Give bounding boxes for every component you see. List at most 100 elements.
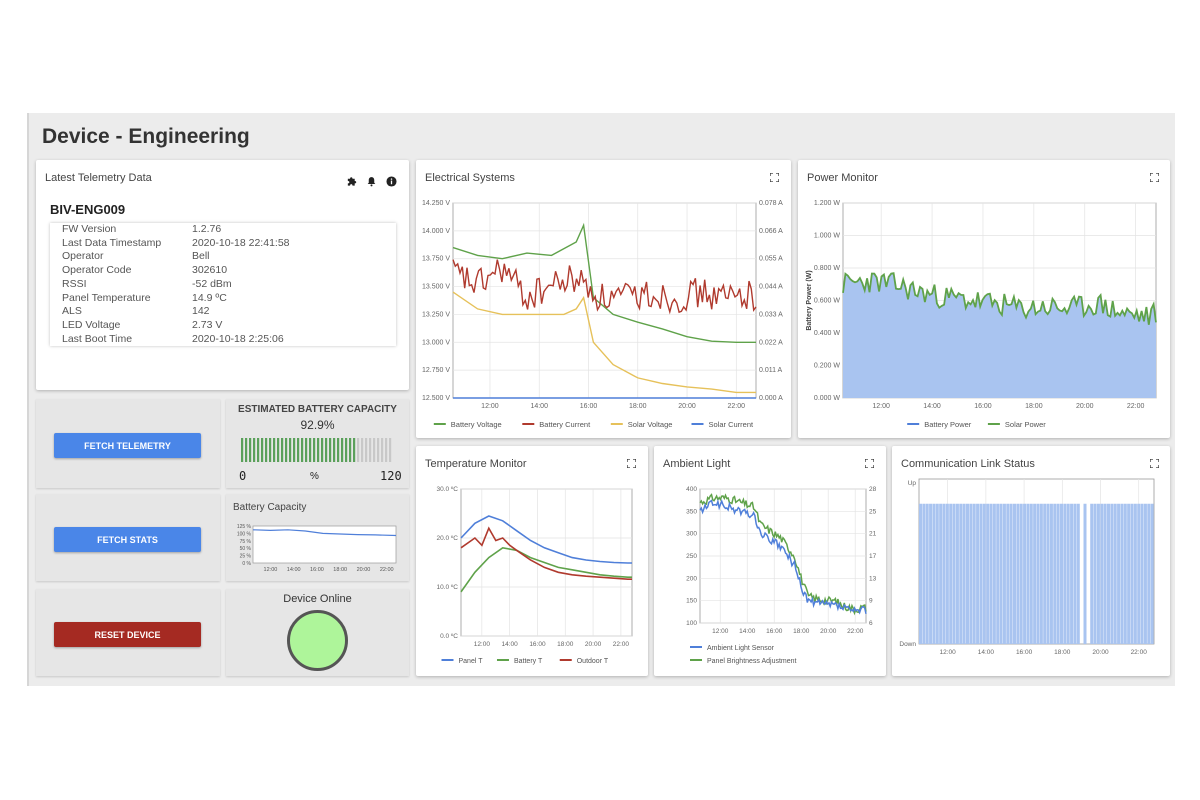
link-status-bar [989, 503, 993, 644]
x-tick-label: 18:00 [333, 567, 347, 573]
battery-gauge-max: 120 [380, 469, 402, 483]
x-tick-label: 18:00 [1054, 649, 1071, 656]
plot-frame [252, 525, 397, 564]
y-tick-label-right: 9 [869, 598, 873, 605]
gauge-segment [377, 438, 380, 462]
gauge-segment [353, 438, 356, 462]
link-status-bar [1140, 503, 1144, 644]
link-status-bar [1083, 503, 1087, 644]
telemetry-value: -52 dBm [192, 277, 232, 290]
link-status-bar [959, 503, 963, 644]
gauge-segment [365, 438, 368, 462]
telemetry-card-title: Latest Telemetry Data [45, 172, 152, 184]
y-tick-label: 12.500 V [422, 395, 450, 402]
y-tick-label-right: 0.000 A [759, 395, 783, 402]
x-tick-label: 18:00 [557, 641, 574, 648]
link-status-bar [942, 503, 946, 644]
x-tick-label: 12:00 [940, 649, 957, 656]
fetch-stats-button[interactable]: FETCH STATS [54, 527, 201, 552]
link-status-bar [1113, 503, 1117, 644]
x-tick-label: 14:00 [739, 628, 756, 635]
link-status-bar [1096, 503, 1100, 644]
gauge-segment [257, 438, 260, 462]
telemetry-row: ALS 142 [50, 305, 396, 319]
dashboard: Device - Engineering Latest Telemetry Da… [27, 113, 1175, 686]
gauge-segment [309, 438, 312, 462]
device-online-title: Device Online [283, 593, 352, 605]
link-status-bar [1006, 503, 1010, 644]
link-status-bar [969, 503, 973, 644]
y-tick-label: 0.200 W [814, 363, 840, 370]
y-tick-label-right: 0.011 A [759, 367, 783, 374]
solar-power-line [842, 272, 1157, 325]
link-status-bar [986, 503, 990, 644]
link-status-bar [945, 503, 949, 644]
link-status-bar [1043, 503, 1047, 644]
link-status-bar [1110, 503, 1114, 644]
link-status-bar [982, 503, 986, 644]
gauge-segment [245, 438, 248, 462]
x-tick-label: 22:00 [380, 567, 394, 573]
battery-gauge-value: 92.9% [300, 418, 335, 432]
link-status-bar [1120, 503, 1124, 644]
puzzle-icon[interactable] [346, 176, 357, 187]
link-status-bar [1013, 503, 1017, 644]
y-tick-label: 13.000 V [422, 339, 450, 346]
y-tick-label: 10.0 ºC [436, 584, 458, 591]
y-tick-label: 350 [686, 508, 697, 515]
x-tick-label: 14:00 [502, 641, 519, 648]
y-tick-label-right: 17 [869, 553, 877, 560]
gauge-segment [341, 438, 344, 462]
battery-gauge-title: ESTIMATED BATTERY CAPACITY [238, 404, 397, 415]
series-line [460, 515, 632, 564]
y-axis-label: Battery Power (W) [806, 270, 813, 330]
x-tick-label: 14:00 [978, 649, 995, 656]
x-tick-label: 20:00 [585, 641, 602, 648]
x-tick-label: 20:00 [1092, 649, 1109, 656]
reset-device-panel: RESET DEVICE [36, 589, 220, 676]
gauge-segment [369, 438, 372, 462]
link-status-bar [1053, 503, 1057, 644]
y-tick-label-right: 0.022 A [759, 339, 783, 346]
y-tick-label: 0.0 ºC [440, 633, 458, 640]
link-status-bar [1117, 503, 1121, 644]
telemetry-label: Operator [62, 250, 104, 263]
gauge-segment [293, 438, 296, 462]
telemetry-row: Panel Temperature 14.9 ºC [50, 292, 396, 306]
link-status-bar [1147, 503, 1151, 644]
battery-capacity-title: Battery Capacity [233, 502, 307, 513]
gauge-segment [277, 438, 280, 462]
x-tick-label: 16:00 [974, 403, 992, 410]
telemetry-value: 142 [192, 305, 210, 318]
legend-label: Ambient Light Sensor [707, 645, 775, 652]
battery-gauge-panel: ESTIMATED BATTERY CAPACITY 92.9% 0 % 120 [226, 399, 409, 488]
power-monitor-chart: 12:00 14:00 16:00 18:00 20:00 22:00 0.000 W 0.2… [806, 200, 1157, 429]
reset-device-button[interactable]: RESET DEVICE [54, 622, 201, 647]
y-tick-label-right: 28 [869, 486, 877, 493]
x-tick-label: 16:00 [580, 403, 598, 410]
link-status-bar [1036, 503, 1040, 644]
y-tick-label-right: 0.033 A [759, 311, 783, 318]
x-tick-label: 12:00 [474, 641, 491, 648]
link-status-bar [1023, 503, 1027, 644]
power-monitor-card: Power Monitor 12:00 14:00 16:00 18:00 20:00 2… [798, 160, 1170, 438]
telemetry-label: LED Voltage [62, 318, 121, 331]
link-status-bar [935, 503, 939, 644]
bell-icon[interactable] [366, 176, 377, 187]
gauge-segment [329, 438, 332, 462]
x-tick-label: 12:00 [712, 628, 729, 635]
fetch-stats-panel: FETCH STATS [36, 494, 220, 581]
temperature-monitor-title: Temperature Monitor [425, 458, 527, 470]
ambient-light-card: Ambient Light 12:00 14:00 16:00 18:00 20:00 2… [654, 446, 886, 676]
fetch-telemetry-button[interactable]: FETCH TELEMETRY [54, 433, 201, 458]
battery-gauge-bar [241, 438, 392, 462]
x-tick-label: 12:00 [481, 403, 499, 410]
telemetry-row: Operator Bell [50, 250, 396, 264]
battery-power-area [843, 273, 1156, 398]
link-status-bar [929, 503, 933, 644]
info-icon[interactable] [386, 176, 397, 187]
telemetry-row: LED Voltage 2.73 V [50, 319, 396, 333]
y-tick-label: 400 [686, 486, 697, 493]
gauge-segment [297, 438, 300, 462]
y-tick-label: 14.250 V [422, 200, 450, 207]
